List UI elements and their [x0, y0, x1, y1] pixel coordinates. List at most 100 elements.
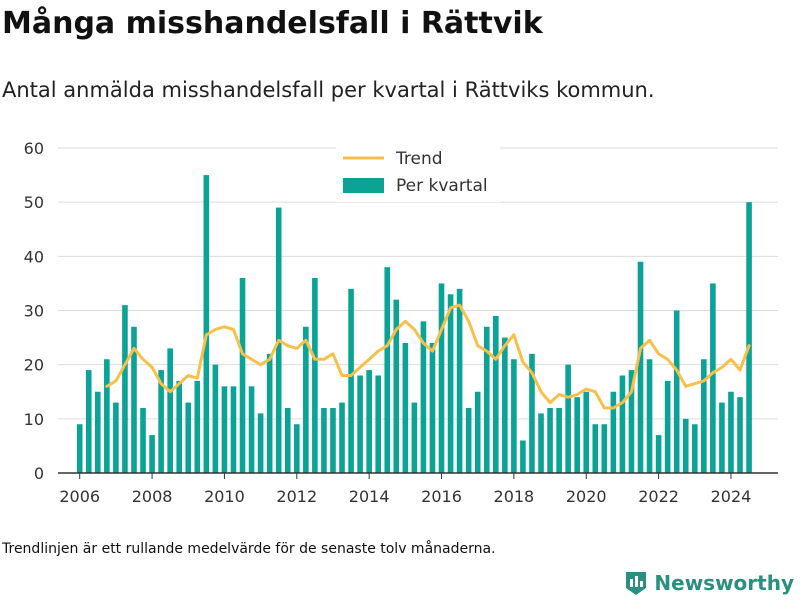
bar: [312, 278, 318, 473]
bar: [185, 402, 192, 473]
bar: [239, 278, 246, 473]
bar: [583, 391, 590, 473]
bar: [203, 175, 210, 474]
x-axis-ticks: 2006 2008 2010 2012 2014 2016 2018 2020 2022 2024: [59, 473, 751, 506]
bar: [212, 364, 219, 473]
bar: [293, 424, 300, 473]
bar: [746, 202, 752, 473]
bar: [257, 413, 264, 473]
y-axis-ticks: 0 10 20 30 40 50 60: [24, 139, 44, 483]
x-tick-label: 2016: [421, 487, 462, 506]
bar: [339, 402, 345, 473]
brand-name: Newsworthy: [654, 571, 794, 595]
bar: [140, 408, 146, 473]
bar: [447, 294, 454, 473]
bar: [411, 402, 418, 473]
brand-logo[interactable]: Newsworthy: [624, 568, 794, 598]
y-tick-label: 40: [24, 247, 44, 266]
x-tick-label: 2006: [59, 487, 100, 506]
bar: [221, 386, 228, 473]
bar: [502, 337, 508, 473]
y-tick-label: 60: [24, 139, 44, 158]
legend-bar-swatch[interactable]: [343, 178, 384, 193]
bar: [646, 359, 653, 473]
bar: [592, 424, 599, 473]
legend: Trend Per kvartal: [336, 146, 500, 202]
bar: [619, 375, 626, 473]
y-tick-label: 20: [24, 356, 44, 375]
bar: [601, 424, 608, 473]
bars-per-kvartal: [76, 175, 752, 474]
y-tick-label: 30: [24, 302, 44, 321]
bar: [85, 370, 92, 473]
bar: [673, 310, 680, 473]
bar: [529, 353, 535, 473]
bar: [248, 386, 255, 473]
legend-bar-label[interactable]: Per kvartal: [396, 176, 488, 196]
chart-subtitle: Antal anmälda misshandelsfall per kvarta…: [2, 78, 655, 102]
bar: [628, 370, 635, 473]
bar: [366, 370, 372, 473]
x-tick-label: 2018: [494, 487, 535, 506]
footnote: Trendlinjen är ett rullande medelvärde f…: [2, 541, 496, 557]
x-tick-label: 2012: [276, 487, 317, 506]
bar: [682, 418, 689, 473]
bar: [511, 359, 517, 473]
bar: [357, 375, 363, 473]
bar: [176, 380, 183, 473]
bar: [375, 375, 382, 473]
bar: [438, 283, 445, 473]
bar: [303, 326, 309, 473]
bar: [701, 359, 707, 473]
bar: [556, 408, 562, 473]
y-tick-label: 10: [24, 410, 44, 429]
bar: [104, 359, 110, 473]
trend-line: [105, 303, 751, 410]
x-tick-label: 2014: [349, 487, 390, 506]
bar: [284, 408, 291, 473]
bar: [131, 326, 137, 473]
chart-title: Många misshandelsfall i Rättvik: [2, 6, 543, 41]
bar: [456, 288, 463, 473]
legend-trend-label[interactable]: Trend: [395, 149, 443, 169]
bar: [691, 424, 698, 473]
bar: [76, 424, 83, 473]
bar: [348, 288, 354, 473]
bar-chart-logo-icon: [626, 572, 647, 595]
bar: [474, 391, 481, 473]
bar: [158, 370, 164, 473]
bar: [520, 440, 526, 473]
bar: [167, 348, 173, 473]
y-tick-label: 0: [34, 464, 44, 483]
bar: [330, 408, 336, 473]
x-tick-label: 2024: [711, 487, 752, 506]
bar: [637, 261, 644, 473]
bar: [429, 343, 436, 473]
bar: [149, 435, 155, 473]
bar: [737, 397, 743, 473]
bar: [402, 343, 409, 473]
bar: [94, 391, 101, 473]
bar: [547, 408, 553, 473]
x-tick-label: 2022: [638, 487, 679, 506]
bar: [610, 391, 617, 473]
bar: [230, 386, 237, 473]
bar: [710, 283, 716, 473]
bar: [194, 380, 201, 473]
x-tick-label: 2008: [132, 487, 173, 506]
x-tick-label: 2020: [566, 487, 607, 506]
bar: [393, 299, 400, 473]
bar: [122, 305, 128, 473]
bar: [266, 353, 273, 473]
x-tick-label: 2010: [204, 487, 245, 506]
y-tick-label: 50: [24, 193, 44, 212]
bar: [719, 402, 725, 473]
bar: [465, 408, 472, 473]
bar: [574, 397, 580, 473]
bar: [655, 435, 662, 473]
bar: [664, 380, 671, 473]
bar: [321, 408, 327, 473]
bar: [483, 326, 490, 473]
bar: [565, 364, 571, 473]
